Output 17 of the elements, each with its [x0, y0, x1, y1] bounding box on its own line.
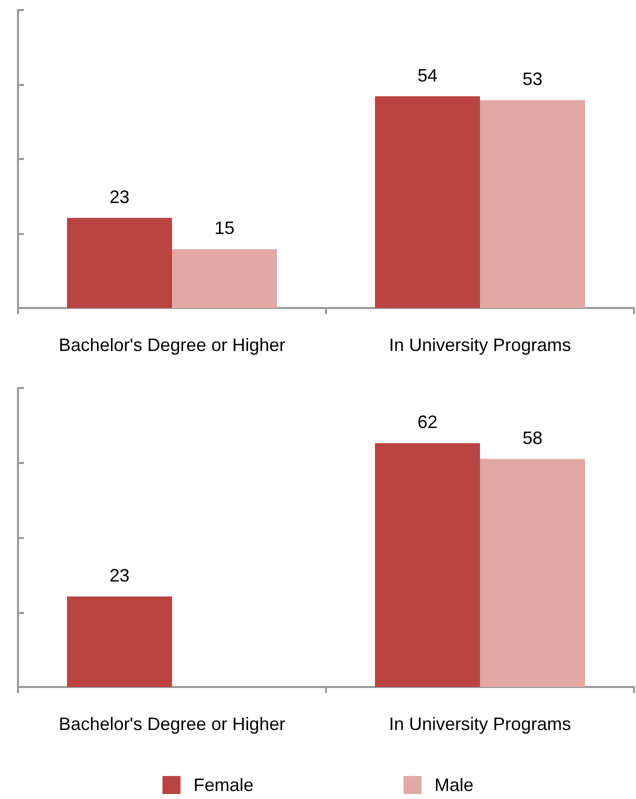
bar — [480, 100, 585, 308]
data-label: 54 — [417, 65, 438, 86]
data-label: 53 — [522, 69, 543, 90]
data-label: 15 — [214, 218, 235, 238]
legend-label: Female — [193, 775, 254, 795]
legend-label: Male — [434, 775, 474, 795]
data-label: 23 — [109, 186, 130, 207]
bar — [375, 96, 480, 308]
data-label: 58 — [522, 428, 543, 448]
x-tick-label: Bachelor's Degree or Higher — [58, 335, 286, 355]
x-tick-label: In University Programs — [388, 335, 572, 355]
bar — [172, 249, 277, 308]
bar — [67, 218, 172, 308]
x-tick-label: Bachelor's Degree or Higher — [58, 714, 286, 734]
data-label: 62 — [417, 412, 438, 432]
x-tick-label: In University Programs — [388, 714, 572, 734]
data-label: 23 — [109, 566, 130, 586]
